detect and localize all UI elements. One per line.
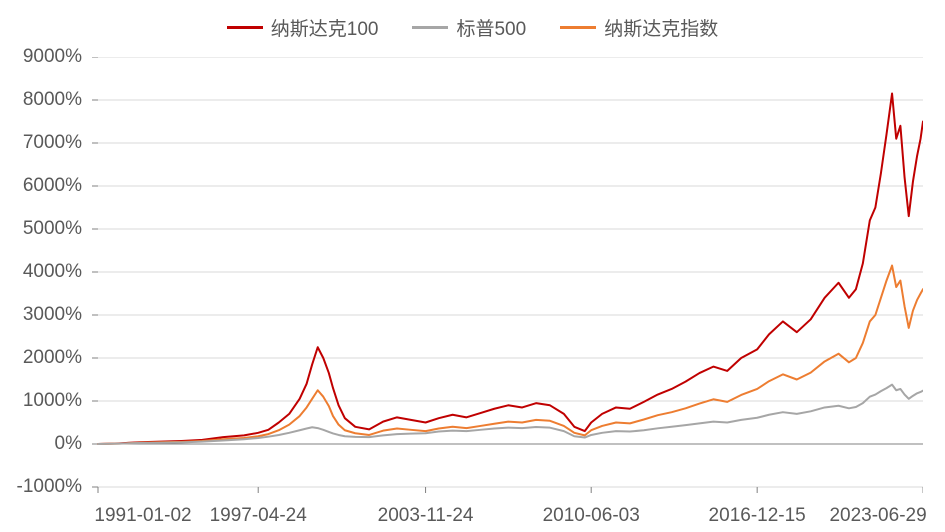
x-tick-label: 2023-06-29 — [829, 505, 926, 527]
x-tick-label: 2010-06-03 — [543, 505, 640, 527]
legend-swatch — [560, 26, 596, 29]
legend-item: 纳斯达克指数 — [560, 14, 718, 41]
x-tick-label: 2003-11-24 — [378, 505, 474, 527]
series-line — [98, 266, 923, 444]
legend-item: 纳斯达克100 — [227, 14, 379, 41]
plot-area — [92, 57, 923, 493]
x-tick-label: 2016-12-15 — [709, 505, 806, 527]
legend-swatch — [227, 26, 263, 29]
y-tick-label: 6000% — [0, 175, 82, 197]
legend-label: 纳斯达克指数 — [604, 14, 718, 41]
x-tick-label: 1991-01-02 — [94, 505, 191, 527]
y-tick-label: 4000% — [0, 261, 82, 283]
y-tick-label: -1000% — [0, 476, 82, 498]
y-tick-label: 0% — [0, 433, 82, 455]
legend-label: 标普500 — [456, 14, 526, 41]
y-tick-label: 9000% — [0, 46, 82, 68]
legend-label: 纳斯达克100 — [271, 14, 379, 41]
series-line — [98, 385, 923, 444]
legend-swatch — [412, 26, 448, 29]
series-line — [98, 94, 923, 444]
y-tick-label: 3000% — [0, 304, 82, 326]
y-tick-label: 5000% — [0, 218, 82, 240]
y-tick-label: 1000% — [0, 390, 82, 412]
legend-item: 标普500 — [412, 14, 526, 41]
x-tick-label: 1997-04-24 — [210, 505, 307, 527]
y-tick-label: 8000% — [0, 89, 82, 111]
legend: 纳斯达克100 标普500 纳斯达克指数 — [0, 14, 945, 41]
chart-root: 纳斯达克100 标普500 纳斯达克指数 -1000% 0% 1000% 2000% 3000… — [0, 0, 945, 532]
y-tick-label: 2000% — [0, 347, 82, 369]
y-tick-label: 7000% — [0, 132, 82, 154]
